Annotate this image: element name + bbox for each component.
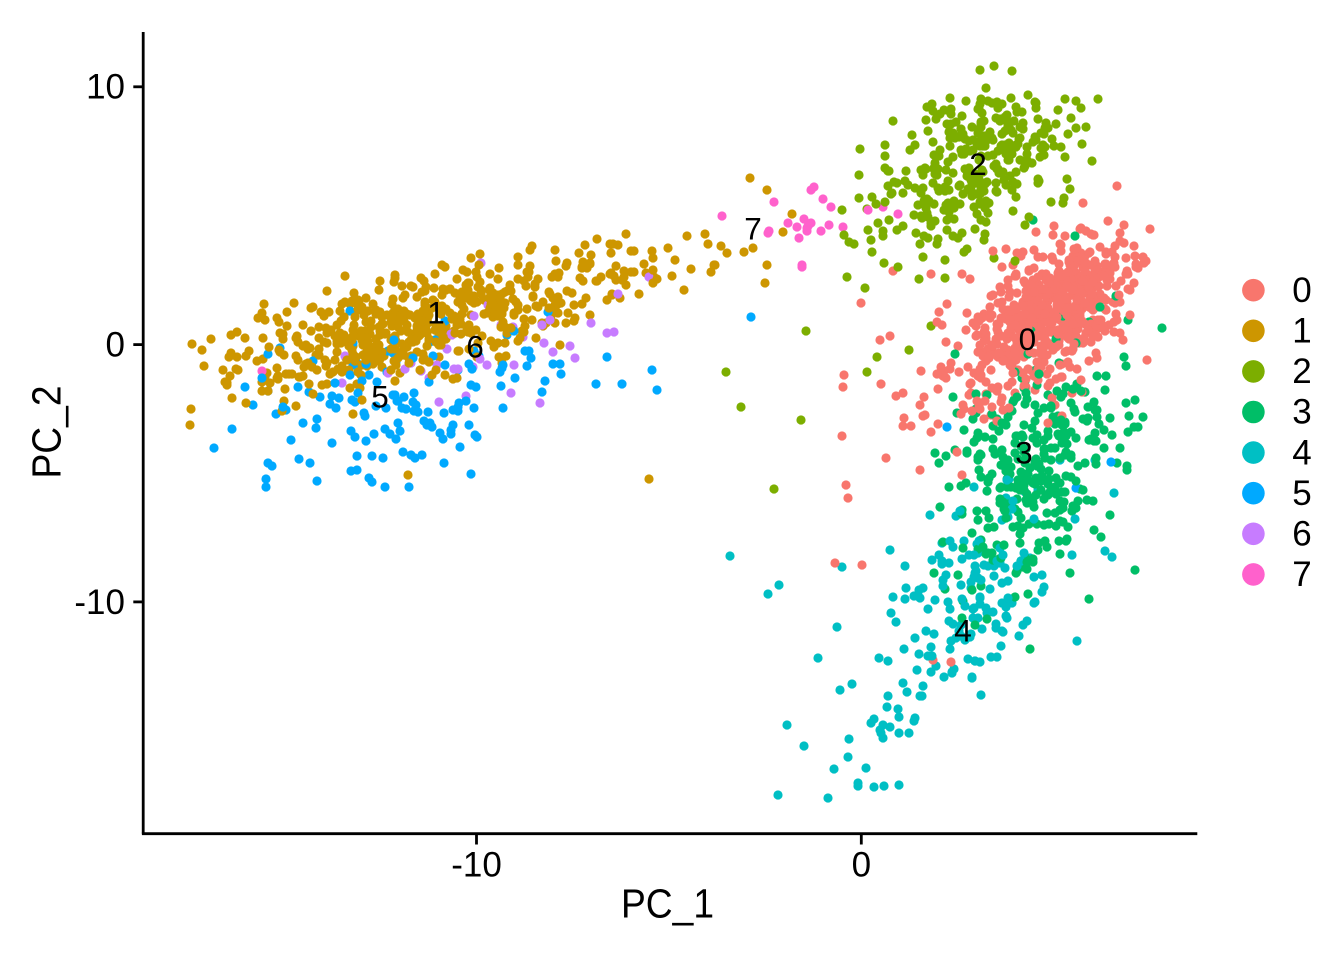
svg-text:2: 2 [1292,352,1311,391]
svg-text:0: 0 [852,845,871,884]
svg-text:-10: -10 [74,583,125,622]
svg-text:3: 3 [1015,434,1033,470]
svg-text:0: 0 [1019,321,1037,357]
svg-text:1: 1 [427,295,445,331]
svg-text:4: 4 [954,613,972,649]
svg-text:10: 10 [86,68,125,107]
svg-text:0: 0 [1292,271,1311,310]
svg-text:-10: -10 [451,845,502,884]
svg-text:6: 6 [466,329,484,365]
svg-text:PC_1: PC_1 [621,881,714,927]
svg-text:5: 5 [371,379,389,415]
svg-text:3: 3 [1292,393,1311,432]
svg-text:5: 5 [1292,474,1311,513]
svg-text:4: 4 [1292,433,1311,472]
svg-text:PC_2: PC_2 [24,386,70,479]
svg-text:7: 7 [744,211,762,247]
svg-text:0: 0 [106,326,125,365]
svg-text:1: 1 [1292,312,1311,351]
svg-text:7: 7 [1292,555,1311,594]
svg-text:6: 6 [1292,515,1311,554]
svg-text:2: 2 [969,146,987,182]
